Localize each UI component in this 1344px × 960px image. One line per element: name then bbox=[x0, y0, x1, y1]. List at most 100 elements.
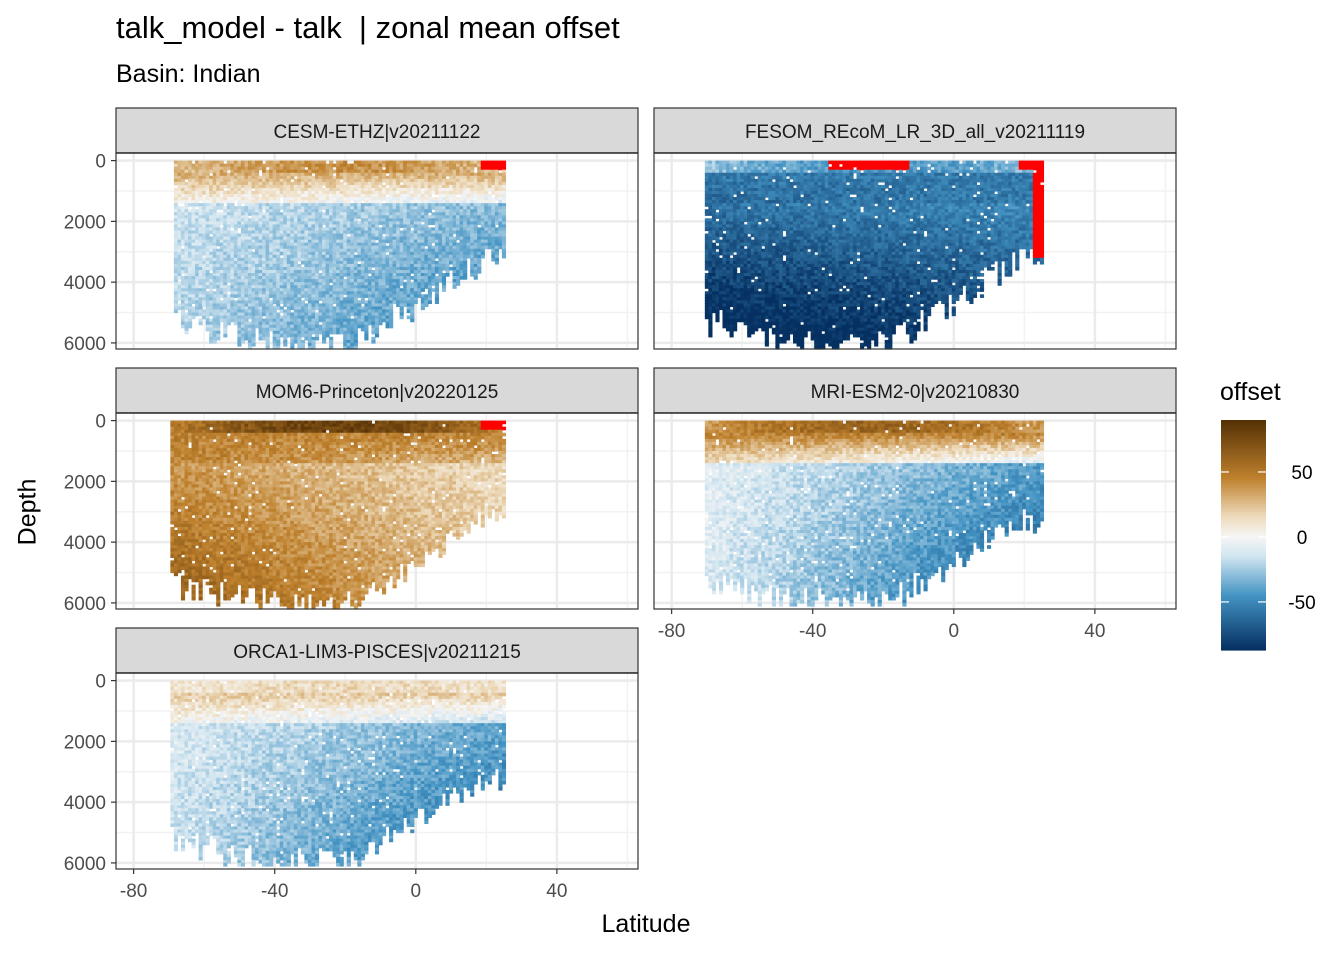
heatmap-cell bbox=[262, 313, 266, 317]
heatmap-cell bbox=[216, 337, 220, 341]
heatmap-cell bbox=[386, 249, 390, 253]
heatmap-cell bbox=[333, 300, 337, 304]
heatmap-cell bbox=[431, 191, 435, 195]
heatmap-cell bbox=[259, 167, 263, 171]
heatmap-cell bbox=[329, 331, 333, 335]
heatmap-cell bbox=[389, 325, 393, 329]
heatmap-cell bbox=[283, 303, 287, 307]
heatmap-cell bbox=[354, 249, 358, 253]
heatmap-cell bbox=[357, 258, 361, 262]
heatmap-cell bbox=[361, 197, 365, 201]
heatmap-cell bbox=[382, 197, 386, 201]
heatmap-cell bbox=[431, 221, 435, 225]
heatmap-cell bbox=[386, 325, 390, 329]
heatmap-cell bbox=[424, 285, 428, 289]
heatmap-cell bbox=[213, 285, 217, 289]
heatmap-cell bbox=[322, 221, 326, 225]
heatmap-cell bbox=[715, 215, 719, 219]
heatmap-cell bbox=[449, 261, 453, 265]
heatmap-cell bbox=[435, 300, 439, 304]
heatmap-cell bbox=[403, 303, 407, 307]
heatmap-cell bbox=[378, 221, 382, 225]
heatmap-cell bbox=[315, 337, 319, 341]
heatmap-cell bbox=[184, 176, 188, 180]
heatmap-cell bbox=[712, 309, 716, 313]
heatmap-cell bbox=[280, 309, 284, 313]
heatmap-cell bbox=[456, 282, 460, 286]
heatmap-cell bbox=[495, 221, 499, 225]
heatmap-cell bbox=[491, 258, 495, 262]
heatmap-cell bbox=[322, 340, 326, 344]
heatmap-cell bbox=[428, 300, 432, 304]
heatmap-cell bbox=[453, 230, 457, 234]
heatmap-cell bbox=[234, 322, 238, 326]
heatmap-cell bbox=[442, 288, 446, 292]
heatmap-cell bbox=[181, 270, 185, 274]
heatmap-cell bbox=[251, 343, 255, 347]
heatmap-cell bbox=[333, 170, 337, 174]
heatmap-cell bbox=[386, 240, 390, 244]
heatmap-cell bbox=[715, 319, 719, 323]
heatmap-cell bbox=[474, 164, 478, 168]
heatmap-cell bbox=[174, 309, 178, 313]
heatmap-cell bbox=[220, 221, 224, 225]
heatmap-cell bbox=[262, 206, 266, 210]
heatmap-cell bbox=[364, 294, 368, 298]
heatmap-cell bbox=[251, 185, 255, 189]
heatmap-cell bbox=[371, 264, 375, 268]
heatmap-cell bbox=[209, 313, 213, 317]
heatmap-cell bbox=[294, 173, 298, 177]
heatmap-cell bbox=[206, 328, 210, 332]
heatmap-cell bbox=[421, 306, 425, 310]
heatmap-cell bbox=[708, 334, 712, 338]
heatmap-cell bbox=[301, 294, 305, 298]
heatmap-cell bbox=[220, 319, 224, 323]
heatmap-cell bbox=[715, 206, 719, 210]
heatmap-cell bbox=[371, 340, 375, 344]
heatmap-cell bbox=[192, 316, 196, 320]
heatmap-cell bbox=[227, 322, 231, 326]
heatmap-cell bbox=[311, 331, 315, 335]
heatmap-cell bbox=[234, 294, 238, 298]
heatmap-cell bbox=[209, 267, 213, 271]
heatmap-cell bbox=[477, 221, 481, 225]
heatmap-cell bbox=[248, 316, 252, 320]
heatmap-cell bbox=[241, 340, 245, 344]
heatmap-cell bbox=[181, 200, 185, 204]
heatmap-cell bbox=[410, 276, 414, 280]
heatmap-cell bbox=[223, 334, 227, 338]
heatmap-cell bbox=[470, 273, 474, 277]
heatmap-cell bbox=[241, 200, 245, 204]
heatmap-cell bbox=[184, 331, 188, 335]
heatmap-cell bbox=[188, 203, 192, 207]
heatmap-cell bbox=[177, 297, 181, 301]
heatmap-cell bbox=[304, 164, 308, 168]
heatmap-cell bbox=[382, 179, 386, 183]
heatmap-cell bbox=[237, 224, 241, 228]
heatmap-cell bbox=[424, 303, 428, 307]
heatmap-cell bbox=[336, 331, 340, 335]
heatmap-cell bbox=[237, 343, 241, 347]
heatmap-cell bbox=[460, 276, 464, 280]
heatmap-cell bbox=[329, 279, 333, 283]
heatmap-cell bbox=[223, 185, 227, 189]
heatmap-cell bbox=[481, 255, 485, 259]
heatmap-cell bbox=[417, 294, 421, 298]
heatmap-cell bbox=[202, 303, 206, 307]
heatmap-cell bbox=[400, 282, 404, 286]
heatmap-cell bbox=[340, 331, 344, 335]
heatmap-cell bbox=[326, 334, 330, 338]
heatmap-cell bbox=[435, 255, 439, 259]
heatmap-cell bbox=[715, 240, 719, 244]
heatmap-cell bbox=[498, 246, 502, 250]
heatmap-cell bbox=[230, 224, 234, 228]
heatmap-cell bbox=[393, 300, 397, 304]
heatmap-cell bbox=[708, 212, 712, 216]
heatmap-cell bbox=[463, 276, 467, 280]
heatmap-cell bbox=[502, 255, 506, 259]
heatmap-cell bbox=[322, 182, 326, 186]
heatmap-cell bbox=[382, 164, 386, 168]
heatmap-cell bbox=[705, 316, 709, 320]
heatmap-cell bbox=[216, 243, 220, 247]
heatmap-cell bbox=[343, 179, 347, 183]
